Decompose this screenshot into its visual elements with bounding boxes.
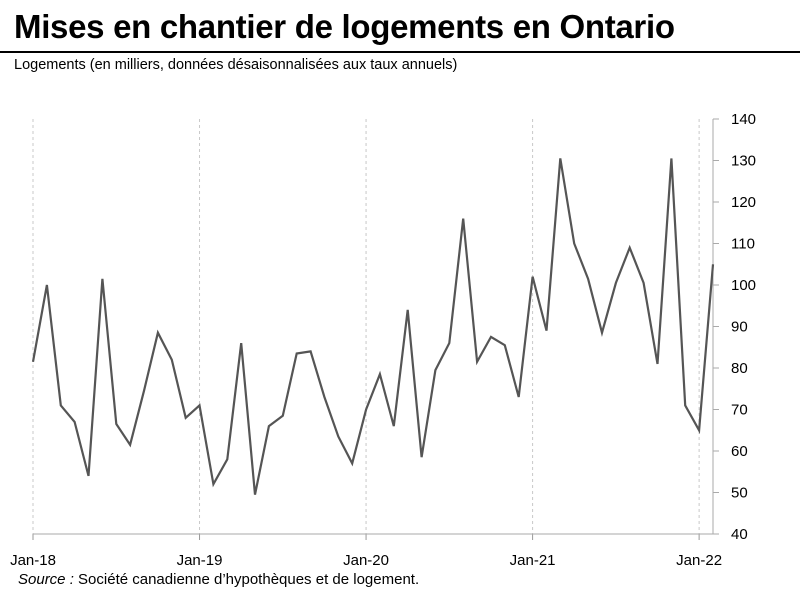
source-label: Source : <box>18 571 74 588</box>
y-tick-label: 70 <box>731 402 748 419</box>
y-tick-label: 60 <box>731 443 748 460</box>
x-tick-label: Jan-18 <box>10 552 56 569</box>
y-tick-label: 100 <box>731 277 756 294</box>
y-tick-label: 140 <box>731 111 756 128</box>
y-tick-label: 90 <box>731 319 748 336</box>
axes <box>32 118 719 540</box>
series-group <box>31 158 715 495</box>
y-tick-label: 130 <box>731 153 756 170</box>
y-tick-label: 40 <box>731 526 748 543</box>
x-tick-label: Jan-19 <box>177 552 223 569</box>
series-line <box>31 158 715 495</box>
source-text: Société canadienne d’hypothèques et de l… <box>73 571 420 588</box>
x-tick-label: Jan-21 <box>510 552 556 569</box>
title-divider <box>0 51 800 53</box>
x-tick-label: Jan-22 <box>676 552 722 569</box>
y-tick-label: 80 <box>731 360 748 377</box>
y-tick-labels: 40 50 60 70 80 90 100 110 120 130 140 <box>731 111 756 543</box>
source-note: Source : Société canadienne d’hypothèque… <box>18 571 419 588</box>
chart-subtitle: Logements (en milliers, données désaison… <box>14 57 458 73</box>
y-tick-label: 120 <box>731 194 756 211</box>
y-tick-label: 50 <box>731 485 748 502</box>
y-tick-label: 110 <box>731 236 755 253</box>
chart-title: Mises en chantier de logements en Ontari… <box>14 8 675 45</box>
x-tick-label: Jan-20 <box>343 552 389 569</box>
x-tick-labels: Jan-18 Jan-19 Jan-20 Jan-21 Jan-22 <box>10 552 722 569</box>
gridlines <box>32 119 700 534</box>
